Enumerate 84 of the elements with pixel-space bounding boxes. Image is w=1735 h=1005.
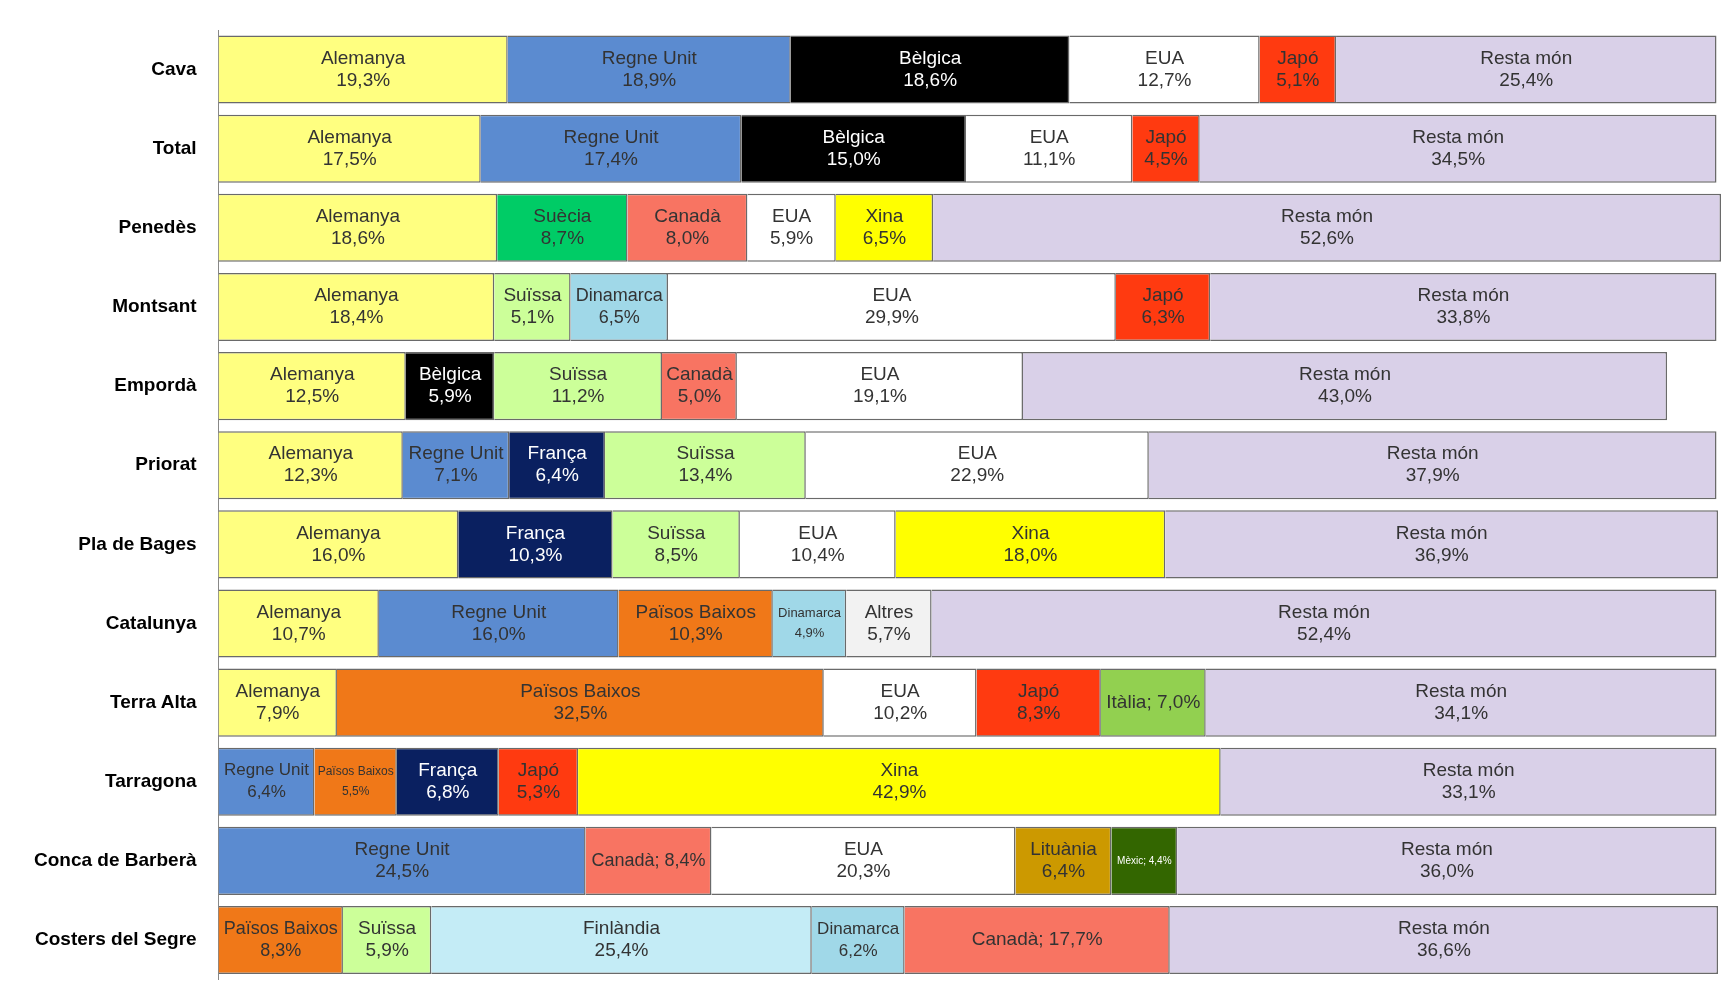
- data-label: Canadà; 8,4%: [591, 849, 706, 870]
- data-label: França 6,4%: [527, 442, 588, 486]
- data-label: EUA 5,9%: [769, 205, 814, 249]
- data-label: EUA 22,9%: [950, 442, 1005, 486]
- y-tick-label: Terra Alta: [110, 690, 198, 712]
- data-label: Resta món 52,6%: [1281, 205, 1373, 249]
- data-label: Resta món 36,0%: [1400, 838, 1493, 882]
- data-label: Canadà 8,0%: [654, 205, 722, 249]
- data-label: Suïssa 11,2%: [549, 363, 608, 407]
- data-label: Japó 5,3%: [516, 759, 561, 802]
- y-tick-label: Costers del Segre: [35, 928, 197, 950]
- y-tick-label: Cava: [151, 57, 198, 79]
- data-label: Resta món 33,1%: [1422, 759, 1515, 802]
- data-label: França 10,3%: [505, 521, 566, 565]
- data-label: Xina 6,5%: [862, 205, 907, 249]
- data-label: EUA 12,7%: [1137, 46, 1192, 90]
- data-label: Alemanya 18,4%: [314, 284, 400, 328]
- data-label: Resta món 34,5%: [1412, 125, 1505, 169]
- y-tick-label: Catalunya: [105, 611, 198, 633]
- data-label: Suècia 8,7%: [533, 205, 592, 249]
- data-label: EUA 20,3%: [836, 838, 891, 882]
- data-label: Xina 18,0%: [1003, 521, 1058, 565]
- data-label: Alemanya 12,5%: [269, 363, 355, 407]
- data-label: Resta món 37,9%: [1386, 442, 1479, 486]
- y-tick-label: Penedès: [118, 216, 197, 238]
- data-label: Resta món 43,0%: [1299, 363, 1391, 407]
- data-label: Resta món 34,1%: [1415, 679, 1508, 723]
- y-tick-label: Tarragona: [105, 770, 198, 791]
- data-label: Finlàndia 25,4%: [582, 917, 661, 961]
- data-label: Dinamarca 6,2%: [817, 918, 900, 960]
- data-label: Alemanya 10,7%: [256, 600, 342, 644]
- data-label: EUA 10,4%: [790, 521, 845, 565]
- data-label: Resta món 25,4%: [1480, 46, 1573, 90]
- y-tick-label: Conca de Barberà: [33, 849, 198, 871]
- data-label: Alemanya 19,3%: [320, 46, 406, 90]
- data-label: Xina 42,9%: [872, 759, 927, 802]
- data-label: Alemanya 16,0%: [296, 521, 382, 565]
- data-label: Dinamarca 6,5%: [575, 284, 664, 327]
- data-label: Resta món 36,9%: [1395, 521, 1488, 565]
- data-label: Alemanya 12,3%: [268, 442, 354, 486]
- y-tick-label: Pla de Bages: [78, 532, 197, 554]
- data-label: Suïssa 13,4%: [676, 442, 735, 486]
- data-label: EUA 10,2%: [873, 679, 928, 723]
- data-label: Països Baixos 8,3%: [223, 918, 338, 960]
- data-label: Resta món 52,4%: [1278, 600, 1370, 644]
- data-label: Resta món 36,6%: [1397, 917, 1490, 961]
- data-label: Regne Unit 7,1%: [408, 442, 505, 486]
- data-label: Alemanya 7,9%: [235, 679, 321, 723]
- y-tick-label: Empordà: [114, 374, 198, 396]
- y-tick-label: Total: [152, 136, 197, 158]
- y-tick-label: Montsant: [112, 295, 198, 317]
- data-label: Regne Unit 6,4%: [224, 760, 310, 802]
- data-label: Canadà 5,0%: [666, 363, 734, 407]
- data-label: Regne Unit 16,0%: [451, 600, 547, 644]
- y-tick-label: Priorat: [135, 453, 198, 475]
- data-label: Regne Unit 24,5%: [354, 838, 451, 882]
- data-label: Suïssa 5,1%: [503, 284, 562, 328]
- data-label: Japó 5,1%: [1276, 46, 1320, 90]
- data-label: Itàlia; 7,0%: [1106, 690, 1201, 712]
- data-label: Suïssa 5,9%: [358, 917, 417, 961]
- data-label: Japó 6,3%: [1141, 284, 1185, 328]
- data-label: EUA 29,9%: [864, 284, 919, 328]
- data-label: Japó 8,3%: [1017, 679, 1061, 723]
- data-label: Regne Unit 17,4%: [563, 125, 660, 169]
- data-label: Mèxic; 4,4%: [1117, 854, 1172, 866]
- data-label: Bèlgica 18,6%: [898, 46, 962, 90]
- data-label: Altres 5,7%: [864, 600, 914, 644]
- data-label: Països Baixos 32,5%: [520, 679, 641, 723]
- data-label: Suïssa 8,5%: [647, 521, 706, 565]
- data-label: Bèlgica 15,0%: [822, 125, 886, 169]
- data-label: Resta món 33,8%: [1417, 284, 1510, 328]
- data-label: EUA 11,1%: [1022, 125, 1076, 169]
- data-label: Alemanya 18,6%: [315, 205, 401, 249]
- data-label: Lituània 6,4%: [1030, 838, 1098, 882]
- data-label: Regne Unit 18,9%: [601, 46, 698, 90]
- data-label: Països Baixos 10,3%: [635, 600, 756, 644]
- data-label: Dinamarca 4,9%: [778, 605, 842, 641]
- data-label: EUA 19,1%: [853, 363, 907, 407]
- data-label: Bèlgica 5,9%: [418, 363, 482, 407]
- data-label: Alemanya 17,5%: [307, 125, 393, 169]
- data-label: Japó 4,5%: [1144, 125, 1188, 169]
- data-label: Països Baixos 5,5%: [317, 764, 394, 799]
- data-label: França 6,8%: [418, 759, 478, 802]
- data-label: Canadà; 17,7%: [971, 928, 1103, 950]
